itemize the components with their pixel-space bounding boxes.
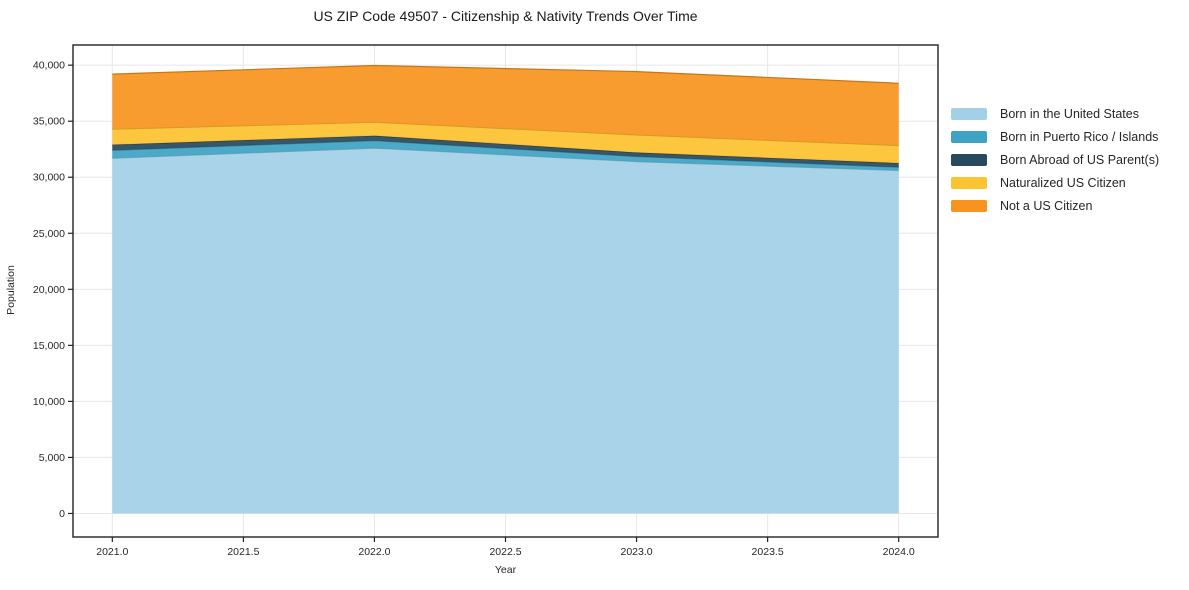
y-axis-label: Population bbox=[5, 265, 17, 315]
area-series-1 bbox=[112, 140, 899, 171]
x-tick-label: 2023.0 bbox=[620, 546, 652, 558]
area-edge-4 bbox=[112, 64, 899, 84]
legend-label: Born in Puerto Rico / Islands bbox=[1000, 129, 1159, 144]
legend-item: Born in Puerto Rico / Islands bbox=[951, 129, 1159, 144]
legend-label: Born Abroad of US Parent(s) bbox=[1000, 152, 1160, 167]
legend-label: Born in the United States bbox=[1000, 106, 1139, 121]
x-tick-label: 2022.0 bbox=[358, 546, 390, 558]
legend: Born in the United States Born in Puerto … bbox=[951, 106, 1159, 221]
x-axis-label: Year bbox=[494, 564, 517, 576]
legend-label: Not a US Citizen bbox=[1000, 198, 1093, 213]
x-tick-label: 2022.5 bbox=[489, 546, 521, 558]
x-tick-label: 2024.0 bbox=[883, 546, 915, 558]
area-series-3 bbox=[112, 122, 899, 164]
legend-swatch-icon bbox=[951, 107, 987, 120]
legend-swatch-icon bbox=[951, 153, 987, 166]
legend-swatch-icon bbox=[951, 176, 987, 189]
y-tick-label: 10,000 bbox=[33, 396, 65, 408]
area-series-0 bbox=[112, 148, 899, 514]
legend-item: Not a US Citizen bbox=[951, 198, 1159, 213]
y-tick-label: 40,000 bbox=[33, 60, 65, 72]
legend-item: Born Abroad of US Parent(s) bbox=[951, 152, 1159, 167]
y-tick-label: 20,000 bbox=[33, 284, 65, 296]
x-tick-label: 2021.5 bbox=[227, 546, 259, 558]
legend-swatch-icon bbox=[951, 130, 987, 143]
y-tick-label: 35,000 bbox=[33, 116, 65, 128]
legend-item: Naturalized US Citizen bbox=[951, 175, 1159, 190]
y-tick-label: 25,000 bbox=[33, 228, 65, 240]
y-tick-label: 5,000 bbox=[39, 452, 65, 464]
y-tick-label: 15,000 bbox=[33, 340, 65, 352]
legend-swatch-icon bbox=[951, 199, 987, 212]
x-tick-label: 2023.5 bbox=[752, 546, 784, 558]
legend-label: Naturalized US Citizen bbox=[1000, 175, 1126, 190]
legend-item: Born in the United States bbox=[951, 106, 1159, 121]
x-tick-label: 2021.0 bbox=[96, 546, 128, 558]
y-tick-label: 30,000 bbox=[33, 172, 65, 184]
area-series-4 bbox=[112, 65, 899, 146]
y-tick-label: 0 bbox=[59, 508, 65, 520]
chart-title: US ZIP Code 49507 - Citizenship & Nativi… bbox=[313, 8, 698, 24]
